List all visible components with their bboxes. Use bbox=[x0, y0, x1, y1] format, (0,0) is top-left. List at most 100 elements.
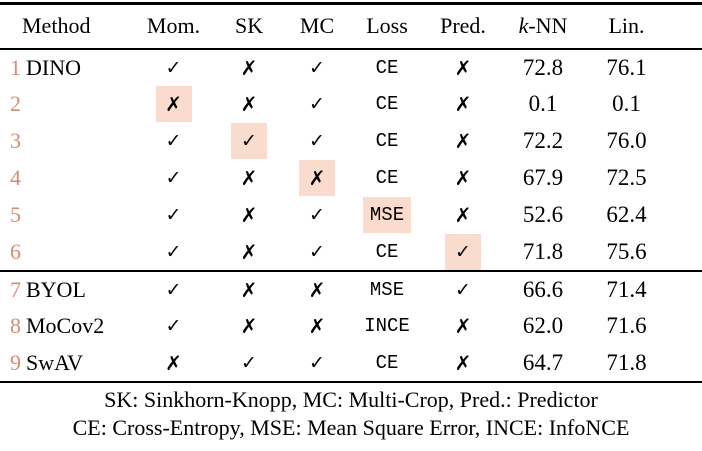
mc-mark: ✓ bbox=[287, 49, 347, 86]
method-name: SwAV bbox=[26, 349, 84, 375]
row-number: 6 bbox=[10, 238, 21, 264]
knn-score: 71.8 bbox=[522, 238, 564, 264]
method-name bbox=[26, 123, 136, 160]
momentum-mark: ✓ bbox=[136, 123, 211, 160]
table-row: 2 ✗ ✗ ✓ CE ✗ 0.1 0.1 bbox=[0, 86, 702, 123]
check-cross-icon: ✓ bbox=[445, 233, 482, 270]
row-number: 8 bbox=[10, 313, 21, 338]
abbreviations-line-1: SK: Sinkhorn-Knopp, MC: Multi-Crop, Pred… bbox=[104, 386, 598, 412]
table-row: 6 ✓ ✗ ✓ CE ✓ 71.8 75.6 bbox=[0, 233, 702, 271]
mc-mark: ✓ bbox=[287, 197, 347, 234]
momentum-mark: ✓ bbox=[136, 160, 211, 197]
ablation-table: Method Mom. SK MC Loss Pred. k-NN Lin. 1… bbox=[0, 2, 702, 383]
row-number: 3 bbox=[10, 128, 21, 153]
check-cross-icon: ✓ bbox=[165, 56, 182, 79]
loss-value: CE bbox=[347, 234, 427, 271]
sk-mark: ✗ bbox=[211, 234, 287, 271]
loss-code: INCE bbox=[364, 315, 410, 337]
check-cross-icon: ✓ bbox=[165, 315, 182, 337]
check-cross-icon: ✓ bbox=[165, 167, 182, 189]
check-cross-icon: ✗ bbox=[240, 203, 258, 227]
momentum-mark: ✓ bbox=[136, 271, 211, 308]
lin-score: 71.8 bbox=[606, 349, 647, 375]
loss-value: MSE bbox=[347, 271, 427, 308]
knn-score: 62.0 bbox=[522, 313, 564, 338]
loss-value: CE bbox=[347, 86, 427, 123]
sk-mark: ✗ bbox=[211, 49, 287, 86]
check-cross-icon: ✗ bbox=[240, 92, 258, 116]
method-name: DINO bbox=[26, 54, 81, 80]
method-name: MoCov2 bbox=[26, 313, 105, 338]
check-cross-icon: ✓ bbox=[165, 240, 182, 263]
pred-mark: ✗ bbox=[427, 308, 499, 345]
check-cross-icon: ✗ bbox=[454, 92, 472, 116]
check-cross-icon: ✗ bbox=[454, 55, 472, 80]
method-name bbox=[26, 86, 136, 123]
mc-mark: ✓ bbox=[287, 123, 347, 160]
loss-code: CE bbox=[375, 93, 399, 115]
mc-mark: ✓ bbox=[287, 234, 347, 271]
sk-mark: ✓ bbox=[211, 345, 287, 382]
table-row: 8 MoCov2 ✓ ✗ ✗ INCE ✗ 62.0 71.6 bbox=[0, 308, 702, 345]
momentum-mark: ✗ bbox=[136, 345, 211, 382]
knn-score: 52.6 bbox=[522, 202, 564, 227]
check-cross-icon: ✓ bbox=[241, 351, 257, 374]
table-row: 7 BYOL ✓ ✗ ✗ MSE ✓ 66.6 71.4 bbox=[0, 271, 702, 308]
loss-code: CE bbox=[375, 130, 399, 152]
loss-code: CE bbox=[375, 56, 399, 79]
knn-score: 72.2 bbox=[522, 128, 564, 153]
loss-value: CE bbox=[347, 160, 427, 197]
momentum-mark: ✗ bbox=[136, 86, 211, 123]
header-pred: Pred. bbox=[440, 13, 486, 39]
lin-score: 62.4 bbox=[606, 202, 647, 227]
knn-score: 72.8 bbox=[522, 54, 564, 80]
knn-score: 66.6 bbox=[522, 276, 564, 302]
loss-value: CE bbox=[347, 123, 427, 160]
knn-score: 0.1 bbox=[528, 91, 558, 116]
check-cross-icon: ✗ bbox=[454, 350, 472, 375]
momentum-mark: ✓ bbox=[136, 197, 211, 234]
check-cross-icon: ✗ bbox=[240, 55, 258, 80]
pred-mark: ✗ bbox=[427, 123, 499, 160]
check-cross-icon: ✗ bbox=[165, 350, 182, 375]
knn-score: 64.7 bbox=[522, 349, 564, 375]
pred-mark: ✗ bbox=[427, 197, 499, 234]
row-number: 7 bbox=[10, 276, 21, 302]
check-cross-icon: ✓ bbox=[309, 240, 325, 263]
sk-mark: ✗ bbox=[211, 308, 287, 345]
header-mc: MC bbox=[299, 13, 335, 39]
check-cross-icon: ✗ bbox=[308, 314, 326, 338]
table-row: 5 ✓ ✗ ✓ MSE ✗ 52.6 62.4 bbox=[0, 197, 702, 234]
abbreviations-line-2: CE: Cross-Entropy, MSE: Mean Square Erro… bbox=[72, 414, 630, 440]
header-method: Method bbox=[22, 13, 91, 39]
row-number: 5 bbox=[10, 202, 21, 227]
header-row: Method Mom. SK MC Loss Pred. k-NN Lin. bbox=[0, 4, 702, 49]
check-cross-icon: ✓ bbox=[309, 93, 325, 115]
momentum-mark: ✓ bbox=[136, 234, 211, 271]
sk-mark: ✗ bbox=[211, 197, 287, 234]
momentum-mark: ✓ bbox=[136, 49, 211, 86]
mc-mark: ✗ bbox=[287, 308, 347, 345]
check-cross-icon: ✗ bbox=[240, 314, 258, 338]
check-cross-icon: ✓ bbox=[309, 56, 325, 79]
check-cross-icon: ✓ bbox=[165, 130, 182, 152]
table-row: 1 DINO ✓ ✗ ✓ CE ✗ 72.8 76.1 bbox=[0, 49, 702, 86]
header-knn: k-NN bbox=[518, 13, 568, 39]
lin-score: 76.1 bbox=[606, 54, 647, 80]
row-number: 9 bbox=[10, 349, 21, 375]
check-cross-icon: ✗ bbox=[454, 314, 472, 338]
pred-mark: ✗ bbox=[427, 86, 499, 123]
loss-value: CE bbox=[347, 49, 427, 86]
check-cross-icon: ✗ bbox=[155, 86, 192, 122]
pred-mark: ✗ bbox=[427, 160, 499, 197]
row-number: 2 bbox=[10, 91, 21, 116]
lin-score: 72.5 bbox=[606, 165, 647, 190]
method-name: BYOL bbox=[26, 276, 86, 302]
knn-score: 67.9 bbox=[522, 165, 564, 190]
check-cross-icon: ✗ bbox=[454, 129, 472, 153]
pred-mark: ✓ bbox=[427, 271, 499, 308]
check-cross-icon: ✓ bbox=[309, 130, 325, 152]
sk-mark: ✗ bbox=[211, 271, 287, 308]
pred-mark: ✓ bbox=[427, 233, 499, 271]
sk-mark: ✗ bbox=[211, 86, 287, 123]
